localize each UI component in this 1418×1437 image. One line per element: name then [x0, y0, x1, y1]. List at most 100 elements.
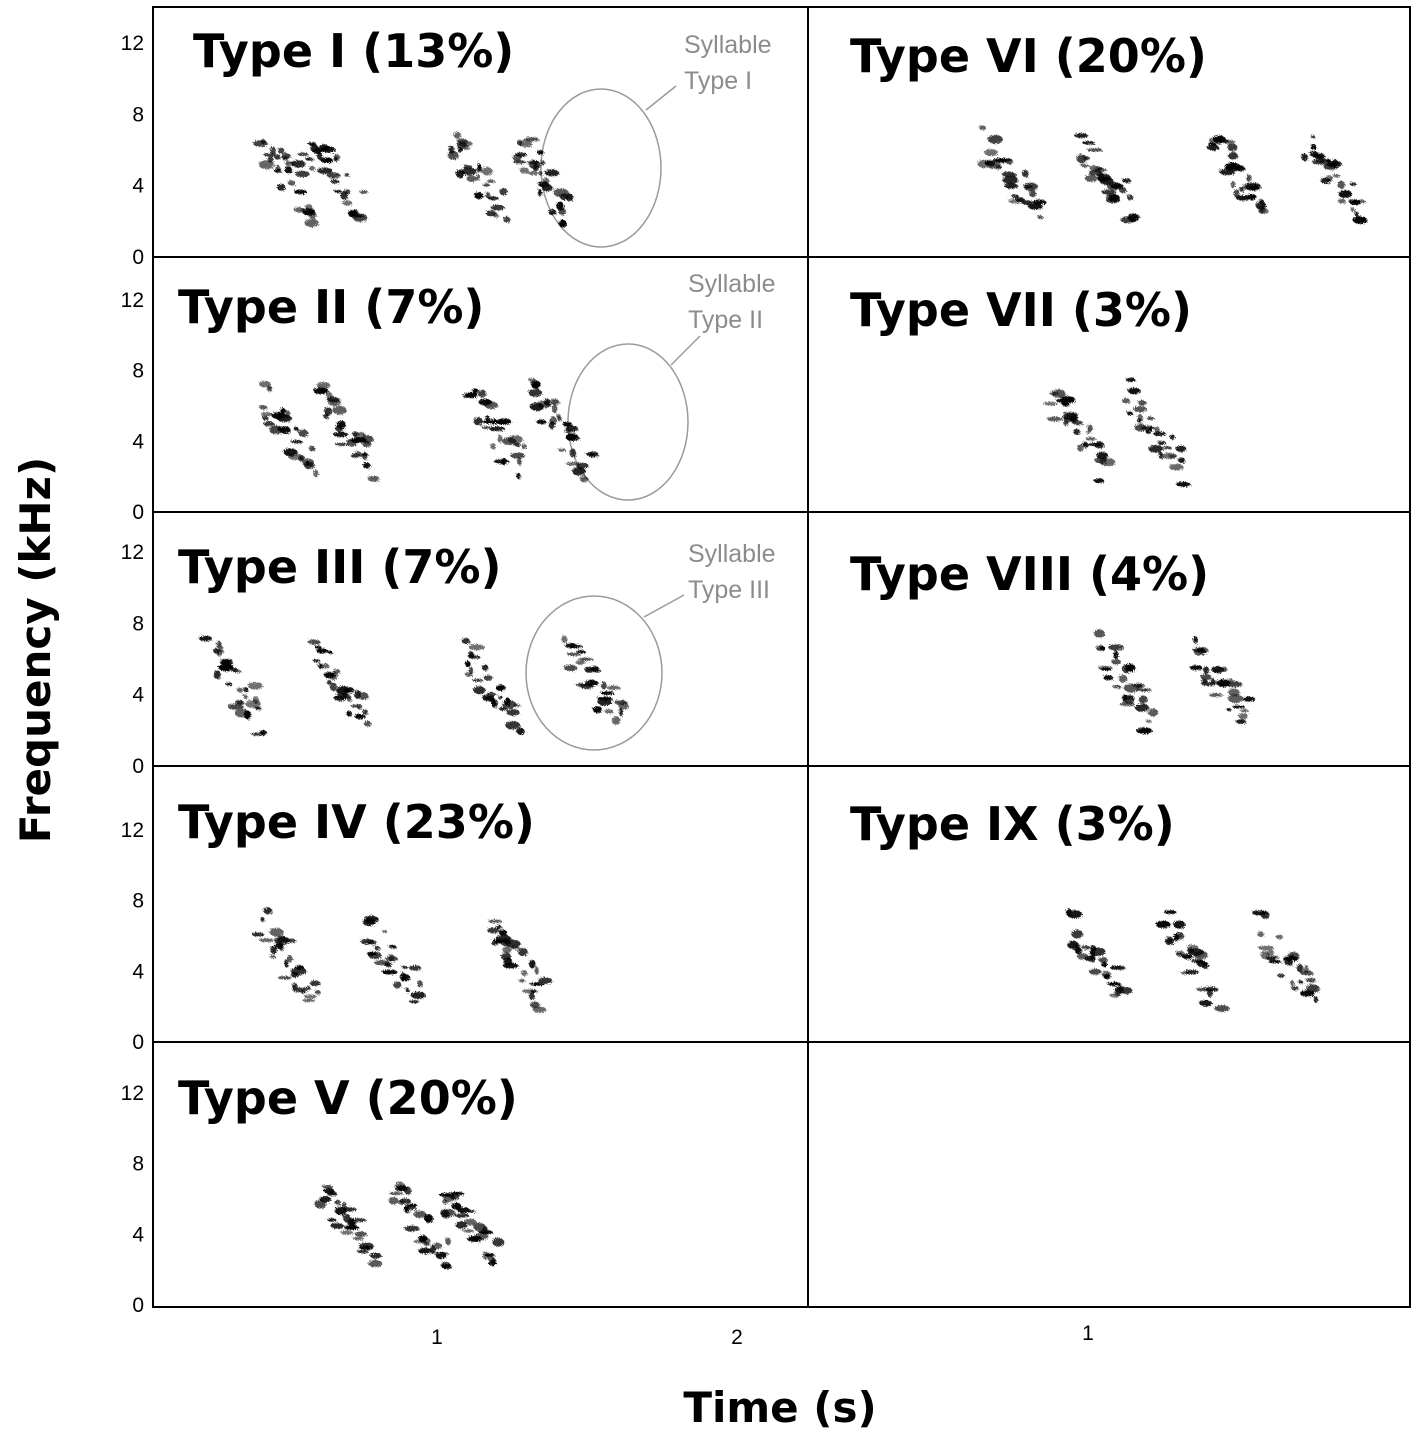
y-tick-label: 0	[132, 755, 144, 778]
spectrogram-blotch	[227, 703, 244, 710]
spectrogram-blotch	[1301, 153, 1308, 162]
callout-type-ii: Syllable Type II	[567, 270, 776, 501]
spectrogram-blotch	[487, 179, 496, 184]
spectrogram-blotch	[542, 177, 550, 184]
panel-title-type-iv: Type IV (23%)	[178, 795, 535, 849]
spectrogram-blotch	[252, 696, 259, 704]
spectrogram-blotch	[579, 475, 589, 483]
spectrogram-blotch	[1074, 947, 1082, 955]
spectrogram-blotch	[300, 990, 306, 994]
spectrogram-blotch	[293, 189, 307, 195]
spectrogram-blotch	[506, 709, 520, 716]
spectrogram-blotch	[1071, 929, 1084, 939]
spectrogram-blotch	[489, 426, 506, 432]
spectrogram-blotch	[333, 668, 341, 674]
spectrogram-blotch	[492, 1237, 505, 1247]
spectrogram-blotch	[406, 1203, 418, 1207]
spectrogram-blotch	[499, 929, 508, 936]
y-tick-label: 4	[132, 175, 144, 198]
spectrogram-blotch	[1227, 678, 1234, 682]
spectrogram-blotch	[462, 1229, 475, 1233]
spectrogram-blotch	[1287, 960, 1293, 966]
spectrogram-blotch	[374, 945, 381, 951]
spectrogram-blotch	[334, 1199, 341, 1205]
spectrogram-blotch	[317, 152, 323, 161]
spectrogram-blotch	[381, 969, 398, 975]
spectrogram-blotch	[502, 962, 519, 969]
spectrogram-blotch	[1246, 174, 1252, 182]
spectrogram-blotch	[493, 212, 499, 218]
callout-label: Type III	[688, 576, 770, 604]
spectrogram-blotch	[453, 131, 461, 139]
spectrogram-blotch	[1234, 164, 1242, 169]
spectrogram-blotch	[1011, 194, 1020, 199]
spectrogram-blotch	[1214, 1005, 1230, 1012]
spectrogram-blotch	[297, 152, 309, 157]
spectrogram-blotch	[462, 145, 470, 151]
spectrogram-blotch	[451, 1202, 462, 1210]
spectrogram-blotch	[276, 183, 286, 191]
spectrogram-blotch	[258, 160, 275, 170]
spectrogram-blotch	[258, 938, 275, 943]
spectrogram-blotch	[1319, 156, 1326, 165]
spectrogram-blotch	[287, 453, 302, 461]
spectrogram-blotch	[1077, 444, 1084, 452]
spectrogram-blotch	[1066, 910, 1083, 919]
spectrogram-blotch	[1331, 158, 1338, 168]
spectrogram-blotch	[1306, 984, 1320, 993]
spectrogram-blotch	[1093, 629, 1105, 638]
spectrogram-blotch	[1354, 211, 1360, 217]
spectrogram-blotch	[1099, 458, 1116, 467]
spectrogram-blotch	[401, 974, 411, 982]
spectrogram-blotch	[1175, 445, 1187, 453]
spectrogram-blotch	[270, 945, 278, 954]
spectrogram-blotch	[1021, 200, 1033, 206]
spectrogram-blotch	[1005, 158, 1014, 165]
spectrogram-blotch	[505, 721, 521, 730]
spectrogram-blotch	[305, 204, 313, 211]
spectrogram-blotch	[556, 201, 564, 211]
spectrogram-blotch	[482, 664, 489, 672]
spectrogram-blotch	[305, 157, 315, 161]
spectrogram-blotch	[263, 907, 273, 915]
spectrogram-blotch	[1101, 961, 1108, 968]
spectrogram-blotch	[519, 167, 530, 174]
spectrogram-blotch	[401, 965, 408, 969]
spectrogram-blotch	[279, 426, 291, 434]
spectrogram-blotch	[1100, 667, 1112, 671]
spectrogram-blotch	[1023, 185, 1034, 189]
spectrogram-blotch	[1352, 199, 1367, 204]
spectrogram-blotch	[487, 927, 500, 934]
spectrogram-blotch	[323, 413, 329, 419]
spectrogram-blotch	[1305, 977, 1317, 983]
spectrogram-blotch	[1148, 445, 1164, 453]
spectrogram-blotch	[1076, 154, 1087, 164]
spectrogram-blotch	[597, 696, 613, 701]
spectrogram-blotch	[548, 421, 555, 430]
spectrogram-blotch	[1246, 193, 1257, 201]
spectrogram-blotch	[1001, 171, 1015, 177]
spectrogram-blotch	[441, 1264, 452, 1270]
spectrogram-blotch	[528, 992, 535, 1001]
spectrogram-blotch	[1109, 965, 1126, 970]
spectrogram-blotch	[1088, 968, 1102, 975]
spectrogram-blotch	[1002, 175, 1018, 185]
spectrogram-blotch	[341, 1202, 347, 1209]
spectrogram-blotch	[364, 720, 372, 727]
spectrogram-blotch	[611, 716, 621, 725]
spectrogram-blotch	[1325, 175, 1334, 182]
spectrogram-blotch	[1107, 981, 1121, 986]
spectrogram-blotch	[258, 380, 272, 388]
spectrogram-blotch	[1109, 993, 1120, 998]
spectrogram-blotch	[1093, 478, 1105, 484]
spectrogram-blotch	[604, 709, 614, 714]
spectrogram-blotch	[473, 686, 486, 695]
spectrogram-blotch	[1108, 644, 1125, 651]
spectrogram-blotch	[585, 680, 599, 687]
spectrogram-blotch	[392, 981, 402, 989]
spectrogram-blotch	[323, 672, 336, 679]
panel-title-type-vii: Type VII (3%)	[850, 283, 1192, 337]
spectrogram-blotch	[1072, 420, 1084, 426]
spectrogram-blotch	[1258, 945, 1274, 951]
spectrogram-blotch	[1085, 437, 1097, 441]
